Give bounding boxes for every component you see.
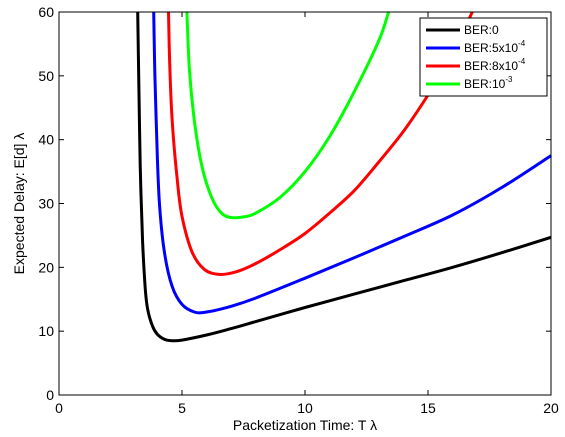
legend-label: BER:10-3 — [464, 75, 513, 91]
y-tick-label: 30 — [38, 196, 54, 212]
legend-label: BER:8x10-4 — [464, 57, 526, 73]
x-tick-label: 10 — [297, 400, 313, 416]
y-tick-label: 40 — [38, 132, 54, 148]
legend-label: BER:0 — [464, 23, 499, 37]
y-tick-label: 10 — [38, 323, 54, 339]
x-tick-label: 0 — [55, 400, 63, 416]
legend: BER:0 BER:5x10-4 BER:8x10-4 BER:10-3 — [419, 17, 548, 97]
legend-label: BER:5x10-4 — [464, 39, 526, 55]
series-line — [185, 11, 391, 220]
x-tick-label: 20 — [543, 400, 559, 416]
series-line — [152, 11, 552, 315]
series-lines — [136, 11, 552, 343]
y-tick-label: 50 — [38, 68, 54, 84]
y-tick-label: 0 — [46, 387, 54, 403]
x-axis-label: Packetization Time: T λ — [233, 417, 377, 433]
series-line — [136, 11, 552, 343]
y-tick-label: 60 — [38, 4, 54, 20]
series-line — [167, 11, 474, 276]
axis-ticks: 0 5 10 15 20 0 10 20 30 40 50 60 — [38, 4, 559, 416]
y-tick-label: 20 — [38, 259, 54, 275]
x-tick-label: 5 — [178, 400, 186, 416]
x-tick-label: 15 — [420, 400, 436, 416]
y-axis-label: Expected Delay: E[d] λ — [11, 133, 27, 275]
